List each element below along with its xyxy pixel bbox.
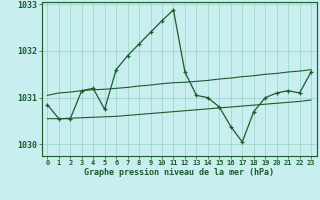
X-axis label: Graphe pression niveau de la mer (hPa): Graphe pression niveau de la mer (hPa) <box>84 168 274 177</box>
